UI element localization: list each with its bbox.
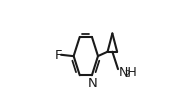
Text: 2: 2 bbox=[125, 70, 130, 78]
Text: F: F bbox=[55, 48, 63, 61]
Text: NH: NH bbox=[119, 66, 138, 79]
Text: N: N bbox=[88, 76, 97, 89]
